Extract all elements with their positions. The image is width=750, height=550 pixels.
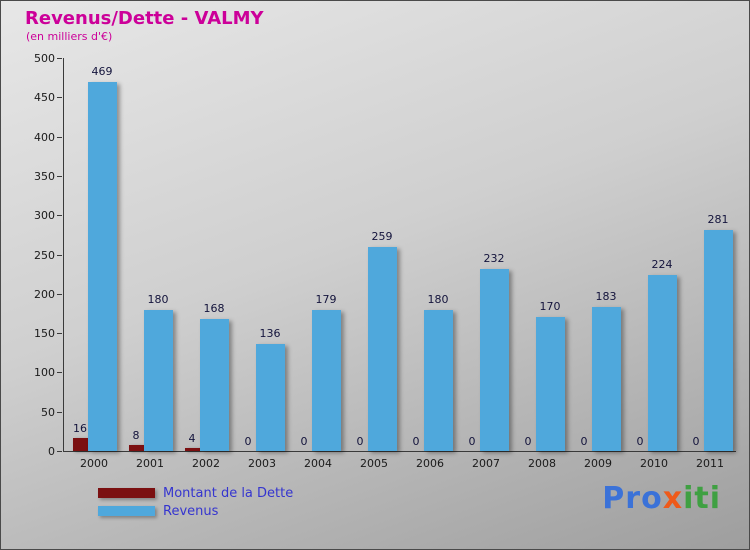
y-tick-label: 400: [34, 130, 55, 144]
x-tick-label: 2004: [304, 457, 332, 470]
x-tick-label: 2001: [136, 457, 164, 470]
bar-value-label-revenus: 224: [651, 258, 673, 271]
bar-value-label-dette: 16: [73, 422, 87, 435]
bar-value-label-dette: 0: [524, 435, 532, 448]
logo-letter: t: [694, 481, 710, 516]
y-tick-label: 0: [48, 445, 55, 458]
bar-value-label-revenus: 232: [483, 252, 505, 265]
bar-value-label-revenus: 168: [203, 302, 225, 315]
bar-revenus: [424, 310, 453, 451]
x-tick-label: 2010: [640, 457, 668, 470]
bar-value-label-dette: 0: [468, 435, 476, 448]
legend: Montant de la Dette Revenus: [98, 484, 293, 520]
bar-value-label-dette: 0: [356, 435, 364, 448]
bar-value-label-revenus: 183: [595, 290, 617, 303]
legend-label-revenus: Revenus: [163, 503, 219, 519]
y-tick-label: 300: [34, 209, 55, 223]
x-tick-label: 2003: [248, 457, 276, 470]
y-tick-mark: [57, 215, 62, 217]
legend-label-dette: Montant de la Dette: [163, 485, 294, 501]
y-tick-mark: [57, 97, 62, 99]
y-tick-mark: [57, 293, 62, 295]
bar-value-label-revenus: 136: [259, 327, 281, 340]
bar-revenus: [480, 269, 509, 451]
y-tick-label: 350: [34, 169, 55, 183]
bar-revenus: [200, 319, 229, 451]
bar-value-label-revenus: 259: [371, 230, 393, 243]
bar-value-label-dette: 0: [692, 435, 700, 448]
bar-value-label-revenus: 180: [147, 293, 169, 306]
logo-letter: i: [683, 481, 695, 516]
bar-value-label-dette: 0: [244, 435, 252, 448]
x-tick-label: 2009: [584, 457, 612, 470]
bar-value-label-revenus: 281: [707, 213, 729, 226]
x-tick-label: 2006: [416, 457, 444, 470]
bar-revenus: [312, 310, 341, 451]
bar-value-label-dette: 0: [412, 435, 420, 448]
chart-title: Revenus/Dette - VALMY: [25, 8, 264, 29]
bar-value-label-revenus: 170: [539, 300, 561, 313]
logo-letter: x: [662, 481, 684, 516]
x-tick-label: 2005: [360, 457, 388, 470]
y-tick-label: 150: [34, 327, 55, 341]
proxiti-logo: Proxiti: [602, 481, 721, 516]
y-tick-mark: [57, 136, 62, 138]
y-tick-label: 200: [34, 287, 55, 301]
bar-revenus: [592, 307, 621, 451]
bar-value-label-dette: 0: [580, 435, 588, 448]
chart-subtitle: (en milliers d'€): [26, 30, 113, 43]
bar-value-label-dette: 4: [188, 432, 196, 445]
bar-value-label-dette: 0: [300, 435, 308, 448]
logo-letter: i: [709, 481, 721, 516]
bar-dette: [185, 448, 200, 451]
bar-revenus: [368, 247, 397, 451]
legend-swatch-revenus: [98, 506, 155, 516]
bar-revenus: [88, 82, 117, 451]
y-tick-label: 50: [41, 405, 55, 419]
x-tick-label: 2000: [80, 457, 108, 470]
bar-revenus: [144, 310, 173, 451]
bar-revenus: [536, 317, 565, 451]
y-tick-mark: [57, 372, 62, 374]
logo-letter: P: [602, 481, 626, 516]
y-tick-mark: [57, 411, 62, 413]
bar-revenus: [648, 275, 677, 451]
y-tick-label: 500: [34, 52, 55, 65]
bar-value-label-dette: 0: [636, 435, 644, 448]
legend-item-revenus: Revenus: [98, 502, 293, 520]
legend-swatch-dette: [98, 488, 155, 498]
x-tick-label: 2002: [192, 457, 220, 470]
bar-dette: [73, 438, 88, 451]
y-tick-mark: [57, 333, 62, 335]
plot-area: 16 469 8 180 4 168 0 136 0 179 0 259 0 180 0 232 0 170 0 18…: [63, 58, 736, 452]
x-tick-label: 2011: [696, 457, 724, 470]
x-tick-label: 2007: [472, 457, 500, 470]
x-tick-label: 2008: [528, 457, 556, 470]
y-tick-mark: [57, 254, 62, 256]
legend-item-dette: Montant de la Dette: [98, 484, 293, 502]
bar-value-label-dette: 8: [132, 429, 140, 442]
y-tick-label: 450: [34, 91, 55, 105]
logo-letter: o: [641, 481, 663, 516]
y-tick-mark: [57, 175, 62, 177]
y-tick-mark: [57, 451, 62, 452]
bar-revenus: [704, 230, 733, 451]
bar-dette: [129, 445, 144, 451]
bar-value-label-revenus: 180: [427, 293, 449, 306]
y-tick-mark: [57, 58, 62, 59]
logo-letter: r: [625, 481, 642, 516]
bar-value-label-revenus: 179: [315, 293, 337, 306]
bar-value-label-revenus: 469: [91, 65, 113, 78]
y-tick-label: 250: [34, 248, 55, 262]
y-tick-label: 100: [34, 366, 55, 380]
bar-revenus: [256, 344, 285, 451]
